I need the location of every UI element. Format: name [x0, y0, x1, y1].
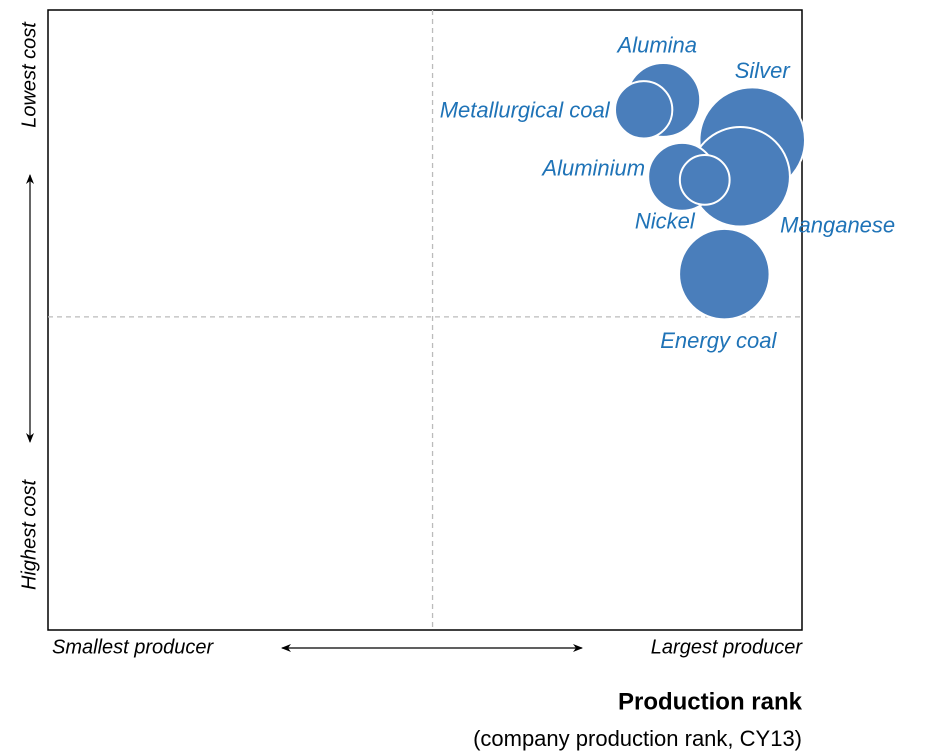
bubble-label: Energy coal	[660, 328, 777, 353]
bubble	[678, 227, 771, 321]
bubble-label: Metallurgical coal	[440, 98, 611, 123]
x-low-label: Smallest producer	[52, 636, 215, 658]
plot-frame	[47, 9, 803, 631]
bubble-label: Silver	[735, 58, 792, 83]
bubble-label: Aluminium	[540, 156, 645, 181]
bubble-label: Manganese	[780, 213, 895, 238]
x-axis-subtitle: (company production rank, CY13)	[473, 726, 802, 751]
y-low-label: Highest cost	[18, 479, 40, 590]
x-axis-title: Production rank	[618, 688, 803, 715]
bubble	[678, 153, 731, 206]
bubble-label: Nickel	[635, 209, 696, 234]
bubble-label: Alumina	[616, 33, 697, 58]
bubble	[614, 80, 674, 140]
y-high-label: Lowest cost	[18, 21, 40, 128]
x-high-label: Largest producer	[651, 636, 804, 658]
